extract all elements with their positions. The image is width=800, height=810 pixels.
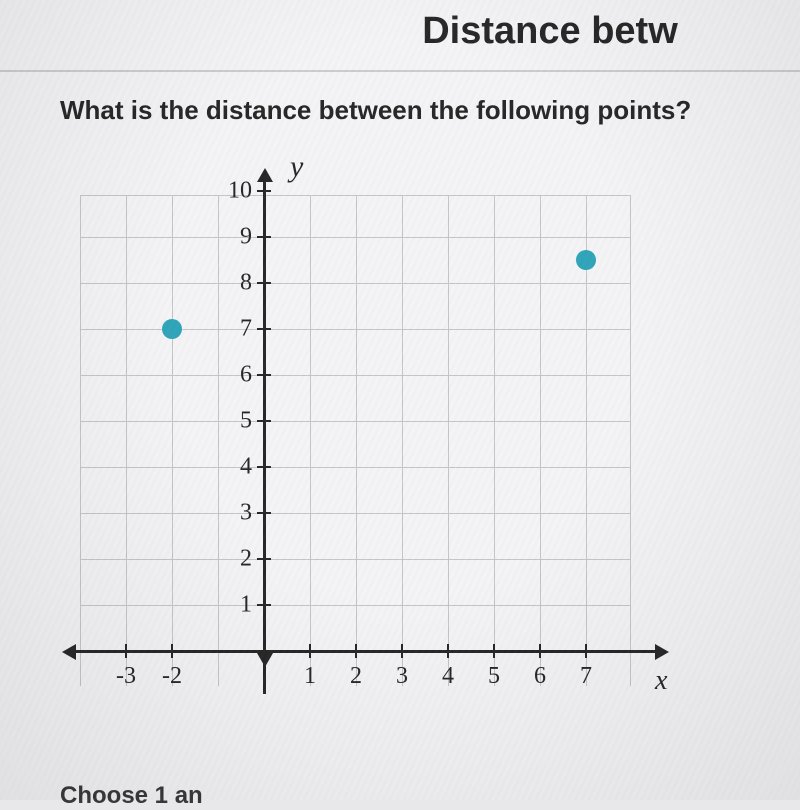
gridline-horizontal: [80, 559, 630, 560]
x-tick: [171, 644, 173, 658]
gridline-horizontal: [80, 237, 630, 238]
x-tick-label: 3: [396, 663, 408, 690]
page: Distance betw What is the distance betwe…: [0, 0, 800, 800]
y-tick-label: 8: [240, 270, 252, 297]
x-tick: [309, 644, 311, 658]
y-tick: [257, 512, 271, 514]
x-tick: [585, 644, 587, 658]
arrow-right-icon: [655, 644, 669, 660]
gridline-vertical: [448, 196, 449, 686]
y-tick-label: 6: [240, 362, 252, 389]
arrow-down-icon: [257, 653, 273, 667]
y-tick-label: 1: [240, 592, 252, 619]
header-title: Distance betw: [422, 10, 678, 52]
gridline-horizontal: [80, 605, 630, 606]
gridline-vertical: [540, 196, 541, 686]
header-divider: [0, 70, 800, 72]
gridline-vertical: [494, 196, 495, 686]
y-tick: [257, 190, 271, 192]
x-tick: [355, 644, 357, 658]
y-tick-label: 3: [240, 500, 252, 527]
arrow-up-icon: [257, 168, 273, 182]
y-tick-label: 7: [240, 316, 252, 343]
gridline-horizontal: [80, 283, 630, 284]
y-tick-label: 4: [240, 454, 252, 481]
data-point: [576, 250, 596, 270]
y-axis-label: y: [290, 150, 303, 184]
page-header: Distance betw: [0, 10, 800, 53]
x-axis-label: x: [655, 665, 667, 697]
y-tick: [257, 604, 271, 606]
arrow-left-icon: [62, 644, 76, 660]
x-axis: [75, 650, 660, 653]
y-tick: [257, 374, 271, 376]
y-tick: [257, 466, 271, 468]
gridline-vertical: [80, 196, 81, 686]
x-tick-label: 7: [580, 663, 592, 690]
coordinate-graph: y x -3-2123456712345678910: [50, 160, 650, 720]
gridline-horizontal: [80, 375, 630, 376]
gridline-vertical: [218, 196, 219, 686]
gridline-vertical: [310, 196, 311, 686]
x-tick-label: -2: [162, 663, 182, 690]
y-tick: [257, 282, 271, 284]
y-tick: [257, 328, 271, 330]
y-axis: [263, 176, 266, 694]
x-tick: [401, 644, 403, 658]
x-tick: [125, 644, 127, 658]
y-tick: [257, 558, 271, 560]
x-tick-label: 4: [442, 663, 454, 690]
gridline-horizontal: [80, 421, 630, 422]
x-tick: [447, 644, 449, 658]
gridline-horizontal: [80, 467, 630, 468]
y-tick-label: 9: [240, 224, 252, 251]
x-tick-label: 6: [534, 663, 546, 690]
x-tick-label: 1: [304, 663, 316, 690]
x-tick-label: 2: [350, 663, 362, 690]
x-tick-label: -3: [116, 663, 136, 690]
x-tick: [539, 644, 541, 658]
y-tick: [257, 236, 271, 238]
question-text: What is the distance between the followi…: [60, 95, 691, 126]
y-tick-label: 5: [240, 408, 252, 435]
y-tick-label: 2: [240, 546, 252, 573]
data-point: [162, 319, 182, 339]
y-tick-label: 10: [228, 178, 252, 205]
x-tick-label: 5: [488, 663, 500, 690]
y-tick: [257, 420, 271, 422]
gridline-vertical: [402, 196, 403, 686]
grid: -3-2123456712345678910: [80, 195, 631, 686]
answer-prompt: Choose 1 an: [60, 782, 203, 810]
gridline-horizontal: [80, 513, 630, 514]
gridline-vertical: [172, 196, 173, 686]
x-tick: [493, 644, 495, 658]
gridline-vertical: [126, 196, 127, 686]
gridline-vertical: [356, 196, 357, 686]
